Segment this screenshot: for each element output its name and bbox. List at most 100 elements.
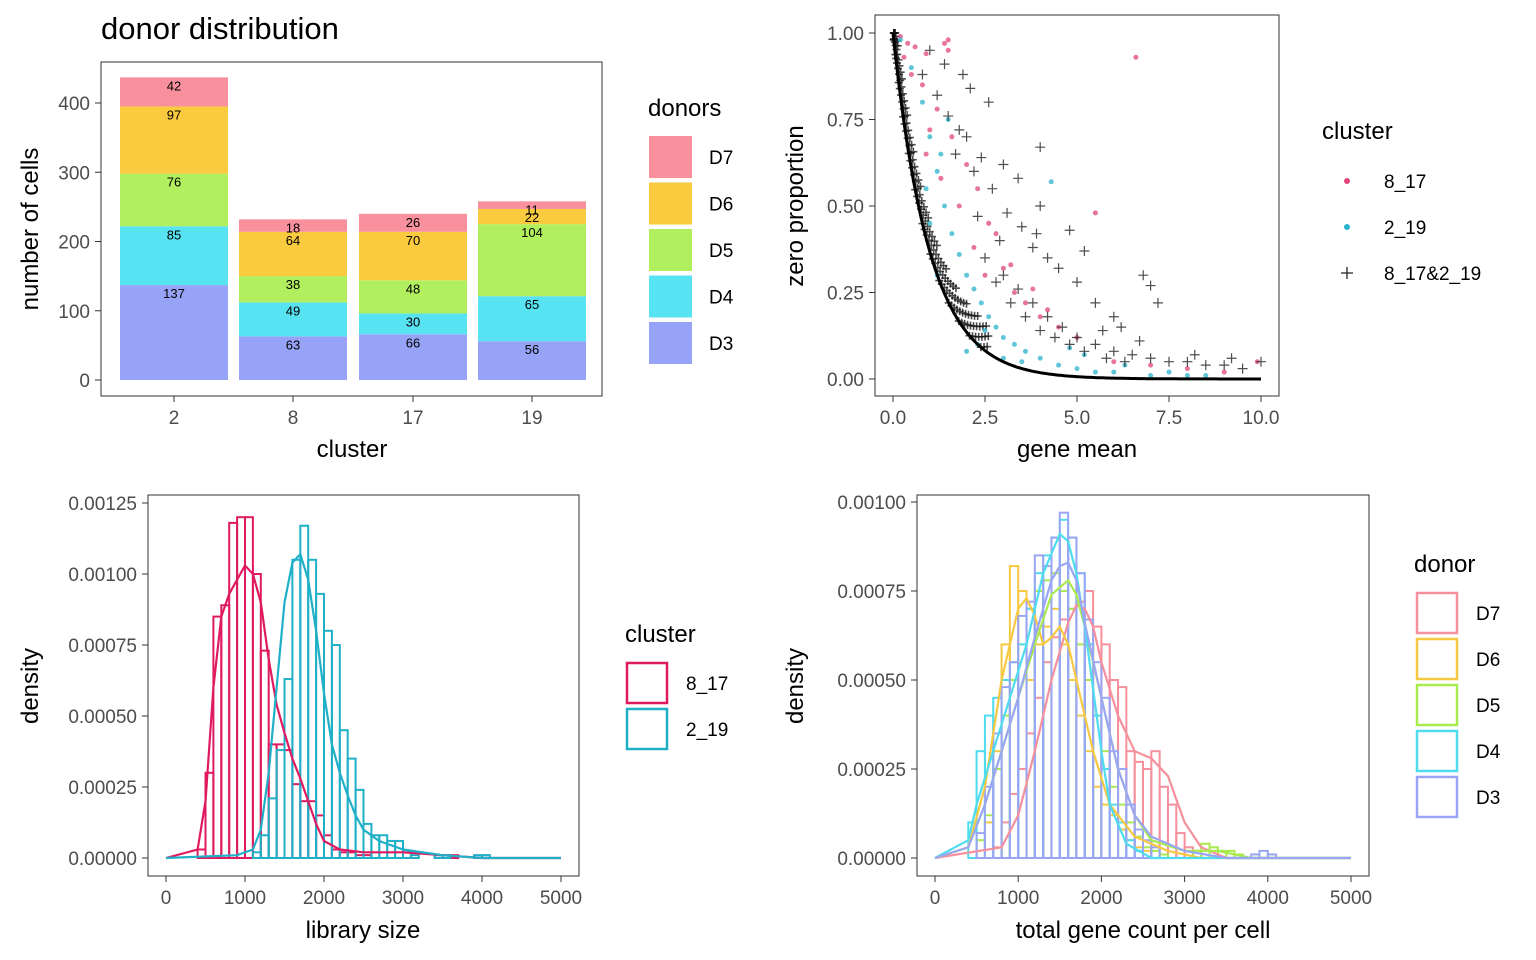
point-8_17&2_19 <box>987 183 998 194</box>
bar-d6-cluster-17 <box>359 231 467 281</box>
point-2_19 <box>986 314 992 320</box>
point-8_17&2_19 <box>932 90 943 101</box>
point-8_17&2_19 <box>998 159 1009 170</box>
lib-y-tick-label: 0.00025 <box>68 778 137 799</box>
legend-key-d5 <box>649 229 692 271</box>
point-2_19 <box>956 251 962 257</box>
point-2_19 <box>1022 348 1028 354</box>
legend-key-8_17 <box>625 661 669 705</box>
gene-y-tick-label: 0.00000 <box>837 849 906 870</box>
gene-axes: 0 1000 2000 3000 4000 5000 0.00000 0.00025 0.000… <box>837 493 1372 909</box>
cloud-point <box>919 202 928 211</box>
point-8_17 <box>993 231 999 237</box>
point-8_17 <box>901 54 907 60</box>
bar-label-d6-cluster-17: 70 <box>406 233 420 248</box>
zero-x-tick-label: 7.5 <box>1156 408 1182 429</box>
legend-label-d3: D3 <box>709 334 733 355</box>
point-8_17&2_19 <box>1072 277 1082 288</box>
legend-label-2_19: 2_19 <box>1384 218 1426 239</box>
point-8_17&2_19 <box>968 166 979 177</box>
legend-label-d7: D7 <box>709 148 733 169</box>
point-8_17 <box>1148 362 1154 368</box>
point-8_17&2_19 <box>1237 363 1248 374</box>
cloud-point <box>925 227 934 236</box>
point-2_19 <box>964 272 970 278</box>
point-8_17 <box>942 40 948 46</box>
lib-plot-frame <box>147 494 580 877</box>
donor-y-tick-label: 400 <box>58 94 90 115</box>
bar-label-d3-cluster-17: 66 <box>406 335 420 350</box>
donor-x-tick-label: 19 <box>521 408 542 429</box>
point-8_17&2_19 <box>1108 346 1119 357</box>
gene-x-axis-title: total gene count per cell <box>1016 917 1271 944</box>
lib-y-tick-label: 0.00050 <box>68 707 137 728</box>
gene-histogram <box>934 511 1351 860</box>
point-8_17 <box>956 203 962 209</box>
bar-label-d7-cluster-19: 11 <box>525 202 539 217</box>
bar-d7-cluster-2 <box>120 77 228 107</box>
zero-x-tick-label: 0.0 <box>880 408 906 429</box>
lib-y-axis-title: density <box>17 648 44 724</box>
cloud-point <box>984 332 993 341</box>
lib-legend: 8_17 2_19 <box>625 661 728 751</box>
point-2_19 <box>1184 373 1190 379</box>
point-8_17&2_19 <box>991 277 1002 288</box>
bar-label-d6-cluster-8: 64 <box>286 233 300 248</box>
donor-y-axis-title: number of cells <box>17 148 44 311</box>
point-2_19 <box>1000 334 1006 340</box>
donor-x-tick-label: 2 <box>169 408 180 429</box>
bar-d6-cluster-8 <box>239 231 347 277</box>
point-8_17 <box>964 161 970 167</box>
point-8_17&2_19 <box>1049 332 1060 343</box>
point-8_17 <box>919 82 925 88</box>
point-8_17 <box>945 47 951 53</box>
cloud-point <box>916 182 925 191</box>
point-8_17&2_19 <box>1256 356 1266 367</box>
bar-d6-cluster-2 <box>120 106 228 174</box>
legend-label-2_19: 2_19 <box>686 720 728 741</box>
point-8_17&2_19 <box>1226 353 1237 364</box>
point-8_17&2_19 <box>1079 346 1090 357</box>
point-2_19 <box>982 328 988 334</box>
bar-d4-cluster-19 <box>478 296 586 342</box>
bar-label-d7-cluster-2: 42 <box>167 78 181 93</box>
legend-label-d7: D7 <box>1476 604 1500 625</box>
zero-y-tick-label: 0.50 <box>827 197 864 218</box>
point-8_17&2_19 <box>950 149 961 160</box>
point-2_19 <box>1056 362 1062 368</box>
point-8_17&2_19 <box>976 152 987 163</box>
lib-x-tick-label: 1000 <box>224 888 266 909</box>
cloud-point <box>924 213 933 222</box>
bar-d5-cluster-2 <box>120 173 228 227</box>
bar-label-d4-cluster-17: 30 <box>406 315 420 330</box>
point-8_17&2_19 <box>1182 356 1193 367</box>
point-2_19 <box>993 324 999 330</box>
point-2_19 <box>978 300 984 306</box>
bar-d3-cluster-2 <box>120 285 228 380</box>
hist-bin-2_19 <box>409 854 420 859</box>
zero-y-tick-label: 0.75 <box>827 111 864 132</box>
point-8_17&2_19 <box>1219 360 1230 371</box>
point-8_17&2_19 <box>1027 242 1038 253</box>
cloud-point <box>951 284 960 293</box>
point-2_19 <box>1148 373 1154 379</box>
legend-key-d4 <box>1415 729 1459 773</box>
point-2_19 <box>1011 341 1017 347</box>
point-8_17 <box>1037 314 1043 320</box>
point-2_19 <box>1000 355 1006 361</box>
gene-y-tick-label: 0.00050 <box>837 671 906 692</box>
zero-y-tick-label: 0.00 <box>827 370 864 391</box>
lib-y-tick-label: 0.00125 <box>68 494 137 515</box>
gene-count-chart: 0 1000 2000 3000 4000 5000 0.00000 0.00025 0.000… <box>782 493 1501 944</box>
library-size-chart: 0 1000 2000 3000 4000 5000 0.00000 0.00025 0.000… <box>17 494 728 944</box>
bar-d5-cluster-19 <box>478 224 586 297</box>
donor-y-tick-label: 100 <box>58 302 90 323</box>
donor-legend: D7 D6 D5 D4 D3 <box>649 136 734 364</box>
bar-d7-cluster-8 <box>239 219 347 232</box>
point-8_17&2_19 <box>1053 263 1064 274</box>
point-8_17&2_19 <box>924 45 935 56</box>
legend-key-d5 <box>1415 683 1459 727</box>
lib-x-tick-label: 4000 <box>461 888 503 909</box>
point-8_17&2_19 <box>965 83 976 94</box>
